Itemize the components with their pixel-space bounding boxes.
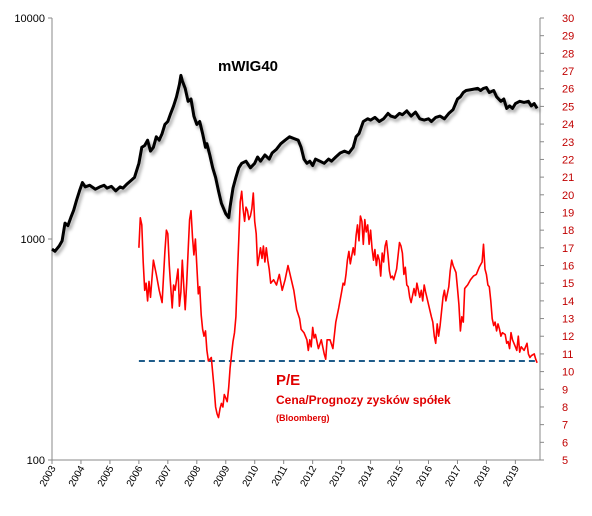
x-tick-label: 2013 xyxy=(328,464,349,489)
right-tick-label: 18 xyxy=(562,225,574,237)
right-tick-label: 16 xyxy=(562,261,574,273)
left-axis-ticks: 100 1000 10000 xyxy=(14,13,52,467)
right-axis-ticks: 5 6 7 8 9 10 11 12 13 14 15 16 17 18 19 20 21 22 23 24 25 26 2… xyxy=(540,13,574,467)
x-tick-label: 2012 xyxy=(299,464,320,489)
x-tick-label: 2015 xyxy=(385,464,406,489)
right-tick-label: 9 xyxy=(562,384,568,396)
x-tick-label: 2018 xyxy=(472,464,493,489)
x-tick-label: 2016 xyxy=(414,464,435,489)
right-tick-label: 19 xyxy=(562,207,574,219)
x-tick-label: 2006 xyxy=(125,464,146,489)
x-tick-label: 2003 xyxy=(38,464,59,489)
right-tick-label: 12 xyxy=(562,331,574,343)
x-tick-label: 2004 xyxy=(67,464,88,489)
right-tick-label: 11 xyxy=(562,349,573,361)
right-tick-label: 20 xyxy=(562,190,574,202)
right-tick-label: 23 xyxy=(562,137,574,149)
x-tick-label: 2005 xyxy=(96,464,117,489)
right-tick-label: 14 xyxy=(562,296,574,308)
right-tick-label: 28 xyxy=(562,48,574,60)
x-tick-label: 2007 xyxy=(154,464,175,489)
right-tick-label: 17 xyxy=(562,243,574,255)
left-tick-label: 1000 xyxy=(21,234,45,246)
x-axis-ticks: 2003 2004 2005 2006 2007 2008 2009 2010 2011 2012… xyxy=(38,460,522,489)
right-tick-label: 5 xyxy=(562,455,568,467)
right-tick-label: 25 xyxy=(562,101,574,113)
series-layer xyxy=(51,73,539,419)
pe-series-line xyxy=(138,190,538,419)
right-tick-label: 15 xyxy=(562,278,574,290)
right-tick-label: 6 xyxy=(562,437,568,449)
x-tick-label: 2008 xyxy=(183,464,204,489)
right-tick-label: 10 xyxy=(562,367,574,379)
x-tick-label: 2014 xyxy=(357,464,378,489)
index-series-label: mWIG40 xyxy=(218,58,278,75)
mwig40-series-line xyxy=(51,73,539,253)
right-tick-label: 30 xyxy=(562,13,574,25)
left-tick-label: 100 xyxy=(27,455,45,467)
right-tick-label: 27 xyxy=(562,66,574,78)
x-tick-label: 2011 xyxy=(270,464,290,489)
right-tick-label: 29 xyxy=(562,31,574,43)
right-tick-label: 26 xyxy=(562,84,574,96)
right-tick-label: 8 xyxy=(562,402,568,414)
pe-source: (Bloomberg) xyxy=(276,413,330,423)
x-tick-label: 2010 xyxy=(241,464,262,489)
right-tick-label: 21 xyxy=(562,172,574,184)
pe-label: P/E xyxy=(276,372,300,389)
pe-description: Cena/Prognozy zysków spółek xyxy=(276,393,451,407)
x-tick-label: 2009 xyxy=(212,464,233,489)
right-tick-label: 7 xyxy=(562,420,568,432)
x-tick-label: 2017 xyxy=(443,464,464,489)
right-tick-label: 24 xyxy=(562,119,574,131)
right-tick-label: 22 xyxy=(562,154,574,166)
left-tick-label: 10000 xyxy=(14,13,45,25)
right-tick-label: 13 xyxy=(562,314,574,326)
x-tick-label: 2019 xyxy=(501,464,522,489)
